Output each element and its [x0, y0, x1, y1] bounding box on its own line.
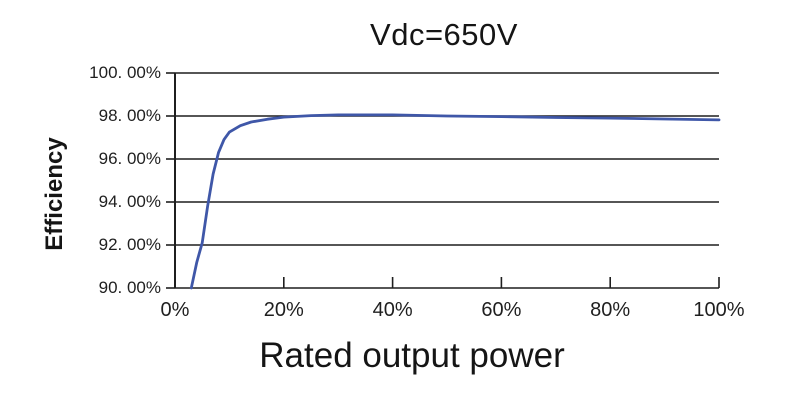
x-tick-label: 20% [263, 299, 304, 321]
y-tick-label: 98. 00% [98, 106, 161, 125]
chart-title: Vdc=650V [370, 17, 518, 52]
x-tick-label: 60% [481, 299, 522, 321]
x-tick-label: 100% [693, 299, 745, 321]
x-tick-label: 0% [160, 299, 190, 321]
y-tick-label: 100. 00% [89, 63, 161, 82]
x-tick-label: 40% [372, 299, 413, 321]
y-tick-label: 94. 00% [98, 192, 161, 211]
x-tick-label: 80% [590, 299, 631, 321]
y-tick-label: 96. 00% [98, 149, 161, 168]
efficiency-curve [189, 113, 721, 290]
y-tick-label: 90. 00% [98, 278, 161, 297]
y-tick-label: 92. 00% [98, 235, 161, 254]
x-axis-title: Rated output power [259, 336, 565, 375]
